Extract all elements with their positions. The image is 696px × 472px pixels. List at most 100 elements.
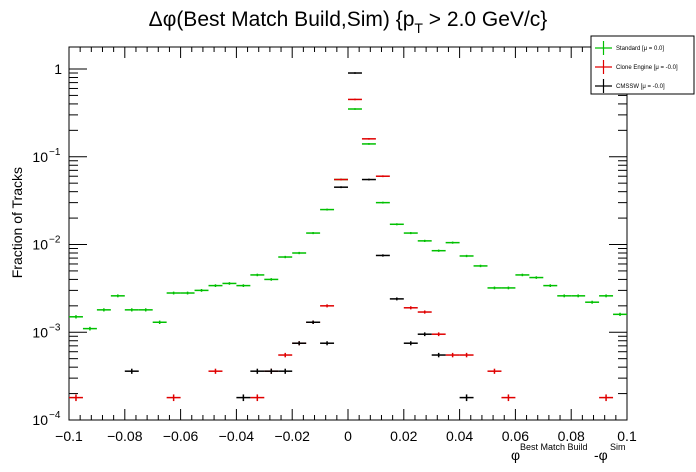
data-point <box>543 284 558 287</box>
data-point <box>69 394 83 402</box>
data-point <box>292 251 307 255</box>
x-tick-label: 0 <box>344 428 352 444</box>
data-point <box>389 297 404 301</box>
x-tick-label: −0.08 <box>107 428 143 444</box>
legend: Standard [μ = 0.0] Clone Engine [μ = -0.0… <box>590 35 695 95</box>
data-point <box>236 284 251 287</box>
chart-title: Δφ(Best Match Build,Sim) {pT > 2.0 GeV/c… <box>149 8 548 36</box>
svg-text:Best Match Build: Best Match Build <box>520 442 588 452</box>
legend-entry: Standard [μ = 0.0] <box>595 41 664 55</box>
x-tick-label: −0.02 <box>274 428 310 444</box>
legend-label: Standard [μ = 0.0] <box>616 46 664 52</box>
data-point <box>250 273 265 277</box>
data-point <box>473 264 488 268</box>
data-point <box>69 315 83 319</box>
data-point <box>278 368 293 374</box>
data-point <box>445 352 460 358</box>
series-layer <box>69 72 627 402</box>
legend-box <box>590 35 695 95</box>
y-tick-label: 10 <box>32 237 48 253</box>
data-point <box>222 282 237 285</box>
data-point <box>487 368 502 374</box>
data-point <box>110 294 125 298</box>
data-point <box>306 232 321 235</box>
data-point <box>124 308 139 312</box>
data-point <box>459 254 474 258</box>
x-tick-label: 0.04 <box>446 428 473 444</box>
series-1 <box>69 98 614 402</box>
y-axis: 110−110−210−310−4 <box>32 61 627 428</box>
legend-entry: Clone Engine [μ = -0.0] <box>595 60 678 74</box>
data-point <box>306 320 321 325</box>
x-tick-label: 0.08 <box>558 428 585 444</box>
title-subscript: T <box>414 20 423 36</box>
y-tick-exponent: −3 <box>49 322 61 333</box>
data-point <box>334 178 348 181</box>
data-point <box>417 310 432 314</box>
data-point <box>166 291 181 295</box>
data-point <box>348 108 362 110</box>
data-point <box>501 286 516 290</box>
data-point <box>278 352 293 358</box>
y-tick-label: 10 <box>32 149 48 165</box>
data-point <box>515 273 530 277</box>
data-point <box>487 286 502 290</box>
y-tick-exponent: −4 <box>49 410 61 421</box>
data-point <box>278 255 293 259</box>
data-point <box>236 394 251 402</box>
x-tick-label: 0.06 <box>502 428 529 444</box>
data-point <box>124 368 139 374</box>
svg-text:φ: φ <box>511 447 520 463</box>
data-point <box>389 223 404 226</box>
data-point <box>417 332 432 337</box>
data-point <box>599 394 614 402</box>
data-point <box>250 368 265 374</box>
data-point <box>501 394 516 402</box>
data-point <box>166 394 181 402</box>
data-point <box>208 368 223 374</box>
data-point <box>459 352 474 358</box>
data-point <box>320 208 335 211</box>
data-point <box>417 239 432 242</box>
data-point <box>96 308 111 312</box>
data-point <box>292 341 307 346</box>
data-point <box>138 308 153 312</box>
data-point <box>599 294 614 298</box>
data-point <box>403 306 418 310</box>
data-point <box>334 186 348 189</box>
data-point <box>361 178 376 181</box>
data-point <box>152 320 167 325</box>
y-tick-exponent: −1 <box>49 147 61 158</box>
data-point <box>180 291 195 295</box>
data-point <box>585 300 600 304</box>
data-point <box>320 341 335 346</box>
data-point <box>361 137 376 140</box>
x-tick-label: −0.04 <box>219 428 255 444</box>
svg-text:-φ: -φ <box>594 447 608 463</box>
y-tick-label: 10 <box>32 324 48 340</box>
series-0 <box>69 108 627 331</box>
y-tick-label: 1 <box>54 61 62 77</box>
data-point <box>375 175 390 178</box>
y-tick-label: 10 <box>32 412 48 428</box>
x-tick-label: −0.06 <box>163 428 199 444</box>
x-tick-label: −0.1 <box>55 428 83 444</box>
x-tick-label: 0.02 <box>390 428 417 444</box>
legend-label: CMSSW [μ = -0.0] <box>616 84 665 90</box>
data-point <box>459 394 474 402</box>
data-point <box>375 254 390 257</box>
data-point <box>529 276 544 279</box>
legend-entry: CMSSW [μ = -0.0] <box>595 79 665 93</box>
legend-label: Clone Engine [μ = -0.0] <box>616 65 678 71</box>
data-point <box>250 394 265 402</box>
data-point <box>445 241 460 244</box>
x-axis: −0.1 −0.08 −0.06 −0.04 −0.02 0 0.02 0.04 0.06 0.0… <box>55 47 637 444</box>
data-point <box>571 294 586 298</box>
data-point <box>403 341 418 346</box>
data-point <box>431 352 446 358</box>
plot-frame <box>68 46 628 421</box>
data-point <box>208 284 223 287</box>
data-point <box>375 201 390 204</box>
y-axis-label: Fraction of Tracks <box>9 167 25 278</box>
data-point <box>264 368 279 374</box>
